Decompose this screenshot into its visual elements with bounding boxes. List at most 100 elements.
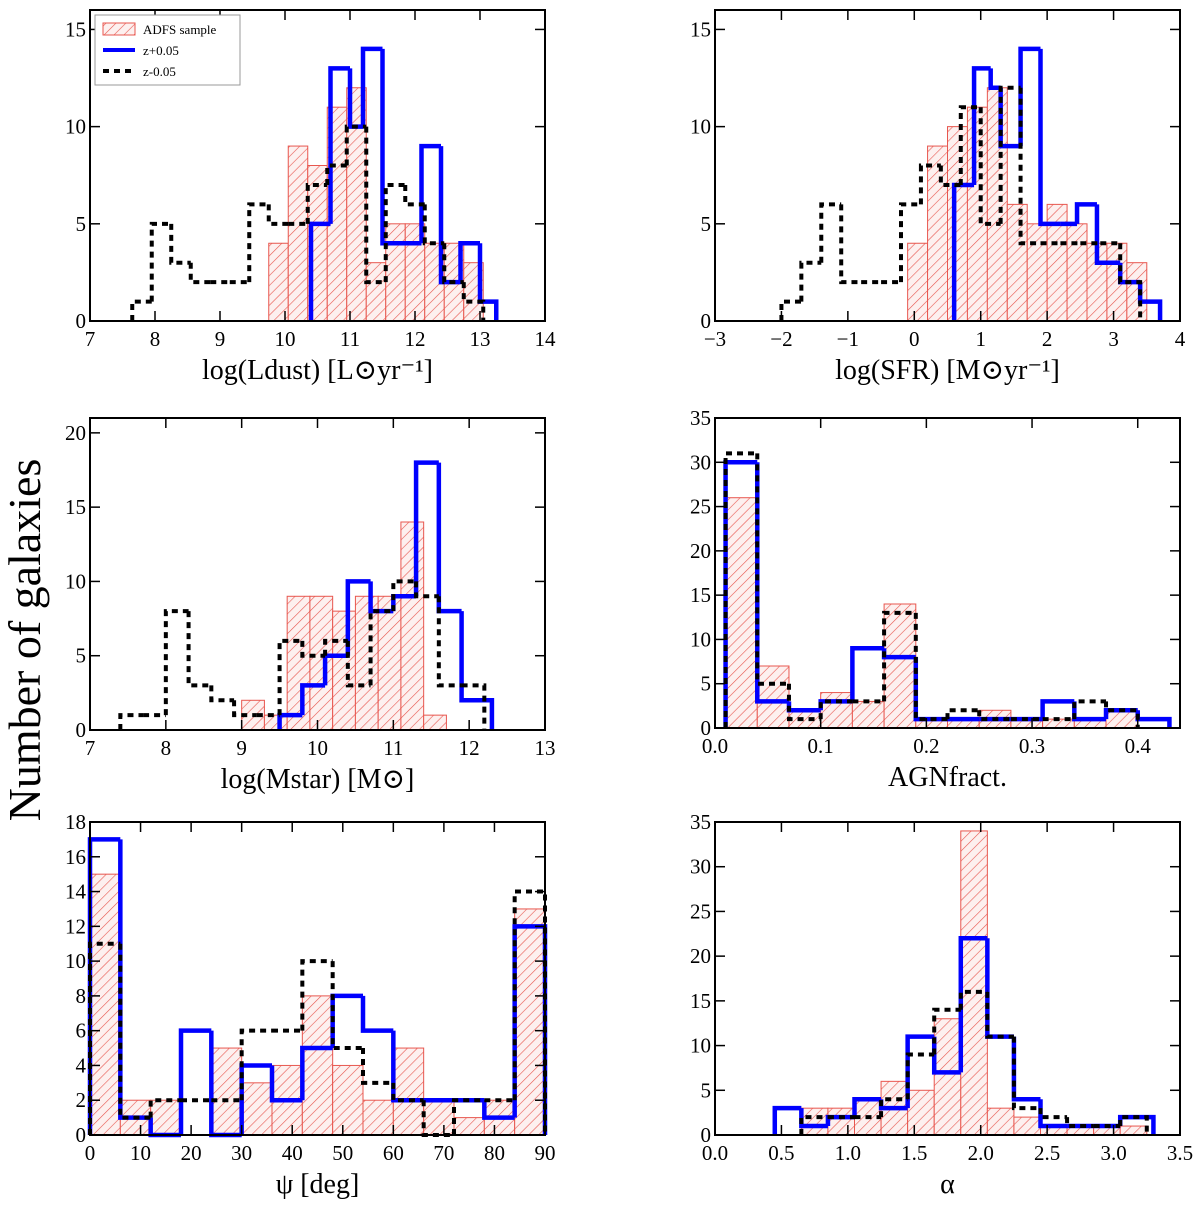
hist-step	[998, 85, 1021, 224]
hist-step	[477, 243, 499, 321]
hist-step	[442, 243, 464, 285]
hist-bar	[788, 709, 822, 729]
hist-step	[452, 1098, 485, 1135]
hist-step	[1118, 1115, 1149, 1135]
hist-bar	[392, 1047, 425, 1136]
x-tick-label: 10	[130, 1141, 151, 1165]
hist-bar	[365, 262, 387, 322]
hist-step	[913, 657, 948, 722]
hist-bar	[827, 1107, 856, 1136]
hist-step	[819, 202, 842, 263]
hist-step	[971, 66, 991, 185]
hist-step	[300, 683, 326, 716]
hist-step	[277, 638, 303, 716]
plot-frame	[714, 821, 1181, 1136]
y-tick-label: 20	[690, 539, 711, 563]
hist-step	[850, 646, 885, 702]
x-tick-label: 60	[383, 1141, 404, 1165]
hist-step	[130, 299, 152, 321]
hist-step	[818, 699, 853, 720]
legend-swatch	[102, 22, 136, 36]
hist-step	[977, 710, 1011, 722]
hist-bar	[986, 1107, 1015, 1136]
x-tick-label: 50	[332, 1141, 353, 1165]
x-tick-label: 0.3	[1019, 734, 1045, 758]
hist-step	[414, 581, 439, 599]
panel	[723, 451, 1172, 729]
hist-step	[266, 204, 289, 226]
plot-frame	[714, 9, 1181, 322]
hist-step	[755, 453, 789, 686]
hist-bar	[1105, 709, 1139, 729]
hist-bar	[150, 1099, 182, 1136]
hist-step	[345, 640, 371, 688]
x-tick-label: 10	[275, 327, 296, 351]
x-tick-label: 0.0	[702, 734, 728, 758]
y-tick-label: 6	[76, 1019, 87, 1043]
hist-bar	[286, 595, 311, 731]
y-tick-label: 0	[701, 716, 712, 740]
x-tick-label: 20	[181, 1141, 202, 1165]
y-tick-label: 0	[76, 309, 87, 333]
hist-step	[799, 1115, 828, 1135]
hist-bar	[907, 1089, 935, 1136]
hist-step	[459, 611, 495, 730]
hist-bar	[332, 1064, 364, 1136]
hist-step	[422, 204, 445, 246]
y-tick-label: 15	[65, 495, 86, 519]
hist-bar	[907, 242, 929, 322]
x-tick-label: 12	[405, 327, 426, 351]
x-tick-label: 7	[85, 736, 96, 760]
hist-step	[482, 1100, 515, 1120]
hist-bar	[986, 87, 1008, 322]
hist-step	[1074, 202, 1097, 224]
hist-step	[328, 66, 350, 224]
hist-bar	[453, 1117, 485, 1136]
hist-bar	[1126, 262, 1148, 322]
x-tick-label: 13	[470, 327, 491, 351]
hist-bar	[210, 1047, 243, 1136]
hist-step	[1040, 699, 1075, 720]
hist-step	[118, 943, 151, 1120]
x-tick-label: 8	[150, 327, 161, 351]
hist-bar	[851, 700, 885, 729]
hist-bar	[332, 610, 356, 731]
x-tick-label: 11	[383, 736, 403, 760]
y-tick-label: 35	[690, 406, 711, 430]
hist-step	[1011, 1036, 1041, 1102]
hist-step	[163, 609, 189, 716]
hist-step	[344, 124, 367, 166]
x-tick-label: 90	[535, 1141, 556, 1165]
x-axis-label: log(Mstar) [M⊙]	[221, 764, 415, 795]
y-tick-label: 15	[690, 17, 711, 41]
x-tick-label: 2.5	[1034, 1141, 1060, 1165]
hist-step	[945, 708, 980, 720]
hist-step	[186, 611, 212, 688]
plot-frame	[89, 9, 546, 322]
hist-step	[391, 1082, 424, 1103]
hist-step	[330, 961, 363, 1051]
hist-step	[1011, 1036, 1041, 1111]
x-tick-label: 0.2	[913, 734, 939, 758]
y-tick-label: 0	[76, 718, 87, 742]
hist-step	[461, 683, 487, 730]
y-tick-label: 5	[701, 1078, 712, 1102]
hist-step	[300, 1045, 333, 1101]
hist-bar	[400, 521, 425, 731]
hist-step	[383, 182, 406, 283]
y-tick-label: 10	[65, 569, 86, 593]
hist-step	[391, 579, 417, 612]
hist-step	[1018, 46, 1041, 147]
hist-step	[436, 462, 462, 614]
hist-step	[368, 609, 394, 686]
hist-step	[169, 223, 191, 265]
hist-step	[300, 959, 333, 1031]
hist-step	[799, 1108, 828, 1129]
hist-step	[985, 938, 1014, 1039]
hist-bar	[960, 830, 988, 1136]
hist-step	[305, 182, 328, 224]
x-tick-label: 7	[85, 327, 96, 351]
panel	[772, 830, 1156, 1136]
hist-step	[148, 1098, 181, 1118]
hist-step	[985, 991, 1014, 1039]
